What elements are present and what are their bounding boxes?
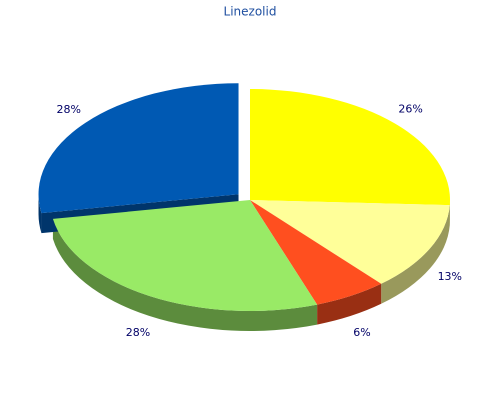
slice-side xyxy=(317,283,382,325)
slice xyxy=(52,200,318,311)
slice xyxy=(38,83,239,214)
data-label: 28% xyxy=(126,326,150,339)
data-label: 13% xyxy=(438,270,462,283)
slice xyxy=(250,200,450,284)
chart-title: Linezolid xyxy=(224,5,277,19)
slice-side xyxy=(52,218,318,331)
slice xyxy=(250,200,382,305)
slice-side xyxy=(38,194,42,234)
slice-side xyxy=(381,205,450,304)
data-label: 6% xyxy=(353,326,370,339)
data-label: 28% xyxy=(56,103,80,116)
slice xyxy=(250,89,450,206)
data-label: 26% xyxy=(398,103,422,116)
